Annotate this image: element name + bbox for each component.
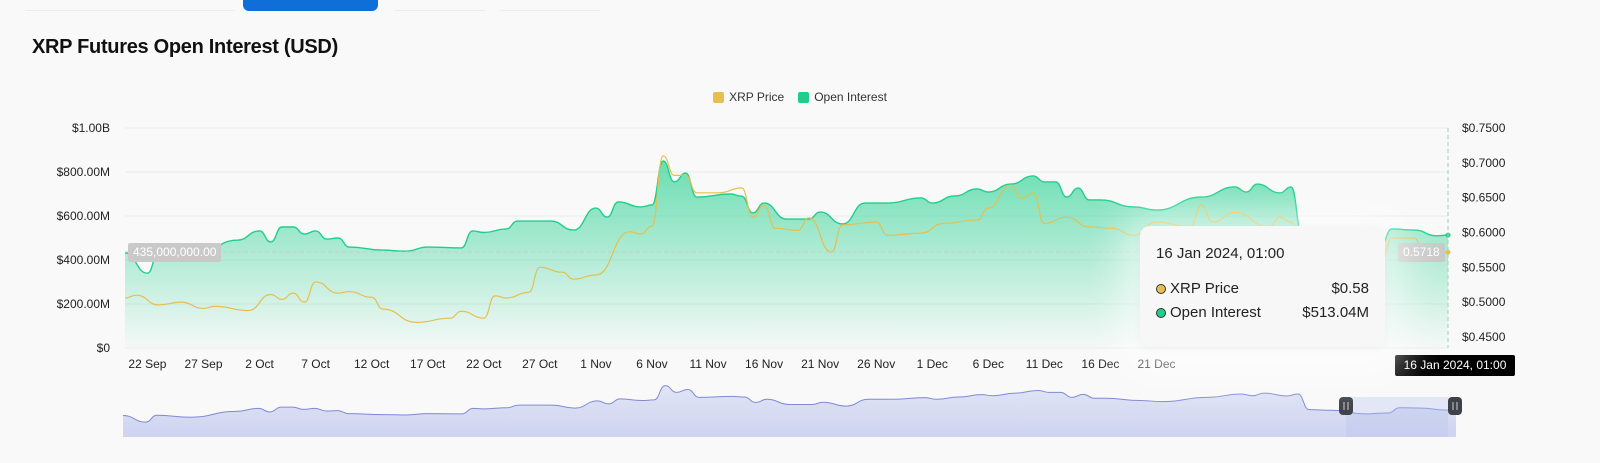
open-interest-line <box>124 160 1449 274</box>
chart-legend: XRP Price Open Interest <box>0 90 1600 104</box>
legend-item-price[interactable]: XRP Price <box>713 90 784 104</box>
x-tick-label: 21 Nov <box>801 357 839 371</box>
x-tick-label: 6 Nov <box>636 357 667 371</box>
handle-grip-icon[interactable] <box>1339 397 1353 415</box>
x-tick-label: 11 Dec <box>1026 357 1063 371</box>
crosshair-left-value: 435,000,000.00 <box>128 243 222 262</box>
y-right-tick-label: $0.5500 <box>1462 260 1506 274</box>
legend-label: XRP Price <box>729 90 785 104</box>
navigator-handle[interactable] <box>1448 397 1462 415</box>
tooltip-row-price: XRP Price $0.58 <box>1156 280 1369 297</box>
tooltip-label: XRP Price <box>1170 280 1239 297</box>
crosshair-x-value: 16 Jan 2024, 01:00 <box>1395 355 1515 376</box>
x-tick-label: 22 Sep <box>128 357 166 371</box>
x-tick-label: 16 Nov <box>745 357 783 371</box>
tab-underline <box>395 10 485 11</box>
y-left-tick-label: $200.00M <box>57 297 110 311</box>
xrp-price-line <box>124 155 1449 323</box>
x-tick-label: 6 Dec <box>973 357 1004 371</box>
tooltip-row-oi: Open Interest $513.04M <box>1156 304 1369 321</box>
y-right-tick-label: $0.5000 <box>1462 295 1506 309</box>
y-right-tick-label: $0.7500 <box>1462 121 1506 135</box>
x-tick-label: 22 Oct <box>466 357 502 371</box>
y-left-tick-label: $400.00M <box>57 253 110 267</box>
x-tick-label: 17 Oct <box>410 357 446 371</box>
y-left-tick-label: $1.00B <box>72 121 110 135</box>
x-tick-label: 2 Oct <box>245 357 274 371</box>
oi-dot-icon <box>1156 307 1166 318</box>
navigator-line <box>122 385 1457 423</box>
tooltip-value: $0.58 <box>1331 280 1369 297</box>
handle-grip-icon[interactable] <box>1448 397 1462 415</box>
price-active-point <box>1445 249 1451 255</box>
tab-underline <box>500 10 600 11</box>
open-interest-area <box>125 161 1448 348</box>
y-right-tick-label: $0.4500 <box>1462 330 1506 344</box>
tooltip: 16 Jan 2024, 01:00 XRP Price $0.58 Open … <box>1140 226 1385 347</box>
legend-swatch <box>713 91 725 103</box>
tooltip-date: 16 Jan 2024, 01:00 <box>1156 245 1285 262</box>
tab-underline <box>25 10 235 11</box>
x-tick-label: 1 Dec <box>917 357 948 371</box>
y-left-tick-label: $0 <box>97 341 111 355</box>
x-tick-label: 11 Nov <box>689 357 726 371</box>
y-right-tick-label: $0.7000 <box>1462 156 1506 170</box>
x-tick-label: 27 Sep <box>184 357 222 371</box>
price-dot-icon <box>1156 283 1166 294</box>
x-tick-label: 21 Dec <box>1137 357 1175 371</box>
navigator-handle[interactable] <box>1339 397 1353 415</box>
legend-item-oi[interactable]: Open Interest <box>798 90 887 104</box>
x-tick-label: 1 Nov <box>580 357 611 371</box>
tab-active[interactable] <box>243 0 378 11</box>
tooltip-value: $513.04M <box>1302 304 1369 321</box>
legend-swatch <box>798 91 810 103</box>
x-tick-label: 26 Nov <box>857 357 895 371</box>
crosshair-right-value: 0.5718 <box>1398 243 1445 262</box>
y-left-tick-label: $600.00M <box>57 209 110 223</box>
navigator-selection[interactable] <box>1346 397 1448 437</box>
navigator-area <box>123 385 1456 437</box>
y-right-tick-label: $0.6500 <box>1462 191 1506 205</box>
x-tick-label: 27 Oct <box>522 357 558 371</box>
y-left-tick-label: $800.00M <box>57 165 110 179</box>
x-tick-label: 12 Oct <box>354 357 390 371</box>
x-tick-label: 16 Dec <box>1081 357 1119 371</box>
y-right-tick-label: $0.6000 <box>1462 225 1506 239</box>
page-title: XRP Futures Open Interest (USD) <box>32 36 338 58</box>
x-tick-label: 7 Oct <box>301 357 330 371</box>
tooltip-label: Open Interest <box>1170 304 1261 321</box>
legend-label: Open Interest <box>814 90 887 104</box>
